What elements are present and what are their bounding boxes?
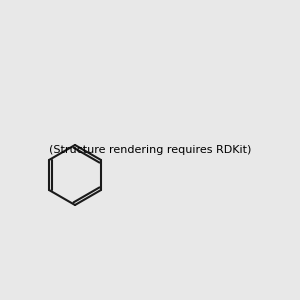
- Text: (Structure rendering requires RDKit): (Structure rendering requires RDKit): [49, 145, 251, 155]
